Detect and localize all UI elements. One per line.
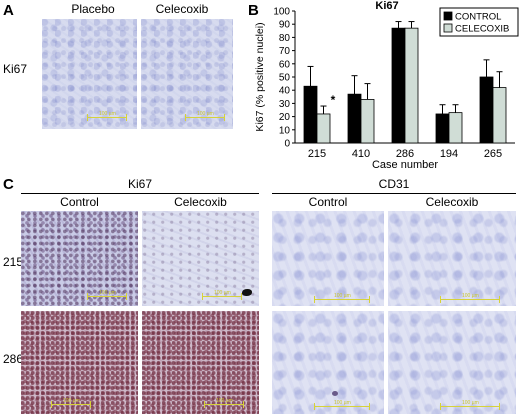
x-tick-label: 410	[352, 148, 370, 160]
y-tick-label: 10	[279, 125, 291, 136]
bar-celecoxib-215	[316, 113, 331, 144]
legend-swatch-celecoxib	[443, 23, 453, 33]
y-tick-label: 90	[279, 20, 291, 31]
scale-text: 100 µm	[214, 290, 231, 296]
panel-c-row-215: 215	[3, 255, 24, 269]
x-tick-label: 265	[484, 148, 502, 160]
legend-box	[439, 7, 519, 37]
ki67-bar-chart: 0 10 20 30 40 50 60 70 80 90 100 Ki67 Ki67 (% positi…	[254, 0, 519, 170]
scale-text: 100 µm	[334, 293, 351, 299]
bar-control-215	[303, 85, 318, 144]
scale-bar	[87, 114, 127, 121]
micrograph-a-celecoxib: 100 µm	[141, 19, 233, 129]
panel-c-col-ki67-control: Control	[60, 195, 99, 209]
y-tick-label: 20	[279, 112, 291, 123]
legend-label-celecoxib: CELECOXIB	[455, 24, 509, 35]
y-tick-label: 0	[284, 139, 290, 150]
panel-a-col-placebo: Placebo	[71, 2, 115, 16]
x-axis-label: Case number	[372, 159, 438, 170]
panel-b-letter: B	[248, 2, 259, 19]
stain-spot	[332, 391, 338, 396]
scale-text: 100 µm	[99, 111, 116, 117]
scale-text: 100 µm	[197, 111, 214, 117]
panel-c-letter: C	[3, 176, 14, 193]
y-tick-label: 70	[279, 46, 291, 57]
micrograph-c-cd31-celecoxib-215: 100 µm	[388, 211, 516, 306]
scale-bar	[202, 293, 242, 300]
micrograph-c-cd31-celecoxib-286: 100 µm	[388, 311, 516, 414]
bar-control-265	[479, 76, 494, 144]
micrograph-c-ki67-celecoxib-215: 100 µm	[142, 211, 259, 306]
micrograph-a-placebo: 100 µm	[42, 19, 137, 129]
x-tick-label: 215	[308, 148, 326, 160]
scale-bar	[87, 293, 127, 300]
bar-celecoxib-265	[492, 87, 507, 144]
bar-control-194	[435, 113, 450, 144]
x-tick-label: 194	[440, 148, 458, 160]
bar-control-410	[347, 93, 362, 144]
micrograph-c-ki67-control-215: 100 µm	[21, 211, 138, 306]
bar-celecoxib-286	[404, 27, 419, 144]
y-tick-label: 60	[279, 59, 291, 70]
panel-a-row-ki67: Ki67	[3, 62, 28, 76]
x-tick-label: 286	[396, 148, 414, 160]
panel-c-col-cd31-control: Control	[308, 195, 348, 209]
chart-title: Ki67	[375, 0, 398, 12]
scale-bar	[314, 296, 370, 303]
micrograph-c-ki67-control-286: 100 µm	[21, 311, 138, 414]
panel-c-col-ki67-celecoxib: Celecoxib	[174, 195, 227, 209]
scale-text: 100 µm	[216, 398, 233, 404]
bar-control-286	[391, 27, 406, 144]
scale-text: 100 µm	[63, 398, 80, 404]
panel-c-row-286: 286	[3, 352, 24, 366]
y-tick-label: 100	[273, 7, 290, 18]
scale-text: 100 µm	[99, 290, 116, 296]
scale-bar	[204, 401, 244, 408]
scale-text: 100 µm	[334, 400, 351, 406]
significance-asterisk: *	[331, 93, 336, 107]
micrograph-c-cd31-control-215: 100 µm	[272, 211, 384, 306]
scale-text: 100 µm	[462, 293, 479, 299]
panel-c-group-cd31: CD31	[378, 177, 410, 191]
panel-a-col-celecoxib: Celecoxib	[155, 2, 209, 16]
group-rule-cd31	[272, 193, 516, 194]
scale-bar	[314, 403, 370, 410]
panel-c-col-cd31-celecoxib: Celecoxib	[425, 195, 479, 209]
scale-bar	[440, 296, 500, 303]
bar-celecoxib-410	[360, 99, 375, 144]
scale-bar	[440, 403, 500, 410]
y-tick-label: 40	[279, 86, 291, 97]
group-rule-ki67	[21, 193, 259, 194]
debris-spot	[242, 289, 252, 296]
micrograph-c-cd31-control-286: 100 µm	[272, 311, 384, 414]
y-tick-label: 50	[279, 73, 291, 84]
scale-text: 100 µm	[462, 400, 479, 406]
micrograph-c-ki67-celecoxib-286: 100 µm	[142, 311, 259, 414]
y-tick-label: 30	[279, 99, 291, 110]
scale-bar	[185, 114, 225, 121]
panel-c-group-ki67: Ki67	[127, 177, 153, 191]
bar-celecoxib-194	[448, 112, 463, 144]
scale-bar	[51, 401, 91, 408]
panel-a-letter: A	[3, 2, 14, 19]
legend-label-control: CONTROL	[455, 12, 501, 23]
y-tick-label: 80	[279, 33, 291, 44]
legend-swatch-control	[443, 11, 453, 21]
y-axis-label: Ki67 (% positive nuclei)	[254, 22, 266, 131]
